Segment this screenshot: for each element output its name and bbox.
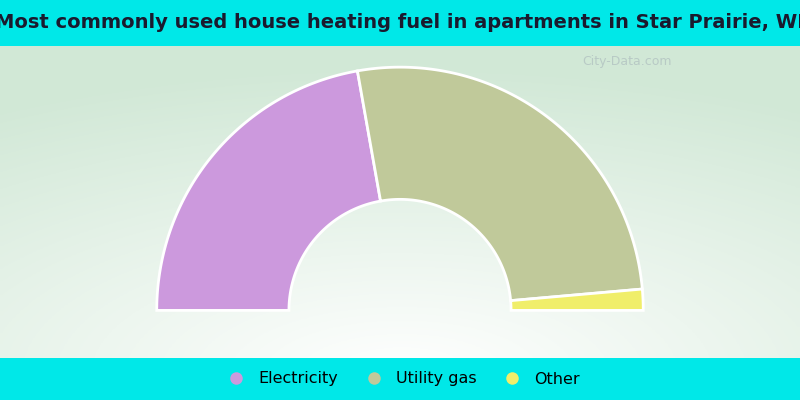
Text: Most commonly used house heating fuel in apartments in Star Prairie, WI: Most commonly used house heating fuel in…	[0, 14, 800, 32]
Polygon shape	[510, 289, 643, 310]
Text: City-Data.com: City-Data.com	[582, 55, 672, 68]
Polygon shape	[157, 71, 381, 310]
Polygon shape	[358, 67, 642, 301]
Legend: Electricity, Utility gas, Other: Electricity, Utility gas, Other	[220, 372, 580, 386]
